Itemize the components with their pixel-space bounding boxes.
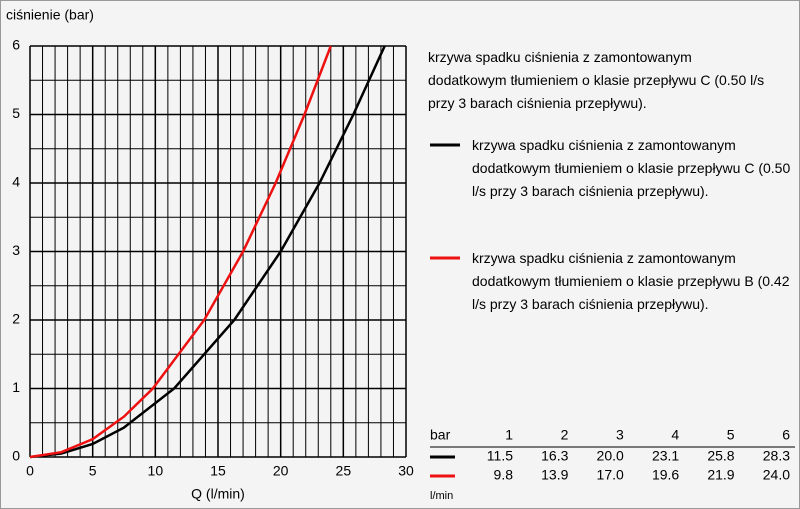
series-line (29, 45, 386, 459)
table-cell: 25.8 (707, 448, 734, 464)
y-tick-label: 6 (12, 37, 20, 53)
table-cell: 20.0 (597, 448, 624, 464)
x-tick-label: 30 (398, 463, 414, 479)
table-cell: 9.8 (494, 467, 514, 483)
x-tick-label: 10 (148, 463, 164, 479)
y-tick-label: 4 (12, 174, 20, 190)
table-cell: 11.5 (487, 448, 513, 464)
legend-label: krzywa spadku ciśnienia z zamontowanym d… (472, 250, 790, 312)
table-cell: 23.1 (652, 448, 679, 464)
table-unit-label: l/min (430, 490, 453, 502)
x-tick-label: 5 (89, 463, 97, 479)
table-cell: 28.3 (763, 448, 790, 464)
table-header-label: bar (430, 427, 451, 443)
table-column-header: 2 (561, 427, 569, 443)
x-tick-label: 20 (273, 463, 289, 479)
table-column-header: 6 (782, 427, 790, 443)
y-tick-label: 0 (12, 448, 20, 464)
x-tick-label: 15 (210, 463, 226, 479)
legend-label: krzywa spadku ciśnienia z zamontowanym d… (472, 137, 791, 199)
note: krzywa spadku ciśnienia z zamontowanym d… (428, 49, 765, 111)
y-tick-label: 5 (12, 105, 20, 121)
y-tick-label: 3 (12, 242, 20, 258)
x-tick-label: 0 (26, 463, 34, 479)
table-column-header: 1 (505, 427, 513, 443)
table-column-header: 5 (727, 427, 735, 443)
x-axis-label: Q (l/min) (191, 486, 245, 502)
table-cell: 21.9 (707, 467, 734, 483)
table-cell: 24.0 (763, 467, 790, 483)
table-cell: 17.0 (597, 467, 624, 483)
y-tick-label: 1 (12, 379, 20, 395)
series-line (29, 45, 332, 459)
table-column-header: 3 (616, 427, 624, 443)
table-cell: 13.9 (541, 467, 568, 483)
y-tick-label: 2 (12, 311, 20, 327)
table-column-header: 4 (671, 427, 679, 443)
table-cell: 19.6 (652, 467, 679, 483)
x-tick-label: 25 (336, 463, 352, 479)
table-cell: 16.3 (541, 448, 568, 464)
y-axis-label: ciśnienie (bar) (6, 7, 94, 23)
